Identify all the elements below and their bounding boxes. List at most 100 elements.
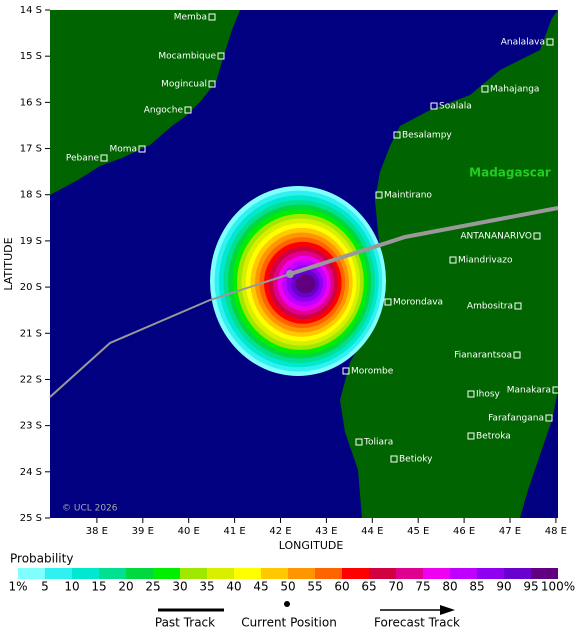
x-tick-label: 47 E bbox=[499, 526, 521, 537]
city-label: Morondava bbox=[393, 298, 443, 308]
current-position bbox=[286, 270, 294, 278]
x-tick-label: 38 E bbox=[86, 526, 108, 537]
x-tick-label: 42 E bbox=[269, 526, 291, 537]
scale-label: 20 bbox=[118, 580, 133, 594]
city-label: Mahajanga bbox=[490, 85, 539, 95]
city-marker bbox=[100, 154, 108, 162]
scale-swatch bbox=[342, 568, 369, 579]
probability-contour bbox=[295, 274, 316, 294]
city-marker bbox=[552, 386, 560, 394]
city-marker bbox=[546, 38, 554, 46]
y-tick-label: 24 S bbox=[20, 467, 42, 478]
city-label: Analalava bbox=[501, 38, 545, 48]
scale-label: 35 bbox=[199, 580, 214, 594]
scale-swatch bbox=[99, 568, 126, 579]
city-marker bbox=[342, 367, 350, 375]
city-marker bbox=[384, 298, 392, 306]
africa-land bbox=[50, 10, 240, 195]
y-tick-label: 14 S bbox=[20, 5, 42, 16]
scale-label: 40 bbox=[226, 580, 241, 594]
city-marker bbox=[513, 351, 521, 359]
x-tick-label: 43 E bbox=[315, 526, 337, 537]
city-label: Miandrivazo bbox=[458, 256, 513, 266]
city-label: Manakara bbox=[507, 386, 551, 396]
scale-label: 75 bbox=[415, 580, 430, 594]
forecast-arrow bbox=[440, 605, 455, 615]
city-marker bbox=[430, 102, 438, 110]
scale-label: 85 bbox=[469, 580, 484, 594]
scale-label: 45 bbox=[253, 580, 268, 594]
x-tick-label: 39 E bbox=[132, 526, 154, 537]
city-marker bbox=[533, 232, 541, 240]
city-marker bbox=[184, 106, 192, 114]
city-label: Mogincual bbox=[161, 80, 207, 90]
city-marker bbox=[355, 438, 363, 446]
city-label: Morombe bbox=[351, 367, 394, 377]
city-label: Ihosy bbox=[476, 390, 501, 400]
scale-label: 25 bbox=[145, 580, 160, 594]
city-label: Maintirano bbox=[384, 191, 432, 201]
city-marker bbox=[390, 455, 398, 463]
scale-label: 55 bbox=[307, 580, 322, 594]
scale-swatch bbox=[18, 568, 45, 579]
scale-swatch bbox=[72, 568, 99, 579]
city-marker bbox=[393, 131, 401, 139]
city-label: Soalala bbox=[439, 102, 472, 112]
scale-label: 10 bbox=[64, 580, 79, 594]
y-tick-label: 22 S bbox=[20, 374, 42, 385]
y-tick-label: 15 S bbox=[20, 51, 42, 62]
city-label: Farafangana bbox=[488, 414, 544, 424]
y-tick-label: 17 S bbox=[20, 144, 42, 155]
scale-swatch bbox=[315, 568, 342, 579]
city-marker bbox=[138, 145, 146, 153]
legend-item: Forecast Track bbox=[374, 616, 460, 630]
city-marker bbox=[375, 191, 383, 199]
current-position-sample bbox=[284, 601, 290, 607]
scale-swatch bbox=[234, 568, 261, 579]
y-tick-label: 20 S bbox=[20, 282, 42, 293]
scale-label: 100% bbox=[541, 580, 575, 594]
city-marker bbox=[467, 390, 475, 398]
city-marker bbox=[217, 52, 225, 60]
scale-swatch bbox=[531, 568, 558, 579]
scale-swatch bbox=[396, 568, 423, 579]
x-tick-label: 45 E bbox=[407, 526, 429, 537]
city-marker bbox=[467, 432, 475, 440]
scale-label: 65 bbox=[361, 580, 376, 594]
city-marker bbox=[208, 13, 216, 21]
y-tick-label: 18 S bbox=[20, 190, 42, 201]
legend-item: Current Position bbox=[241, 616, 337, 630]
city-marker bbox=[514, 302, 522, 310]
city-marker bbox=[545, 414, 553, 422]
x-tick-label: 48 E bbox=[545, 526, 567, 537]
scale-swatch bbox=[180, 568, 207, 579]
scale-label: 5 bbox=[41, 580, 49, 594]
scale-label: 1% bbox=[8, 580, 27, 594]
scale-label: 90 bbox=[496, 580, 511, 594]
scale-swatch bbox=[126, 568, 153, 579]
scale-swatch bbox=[288, 568, 315, 579]
city-marker bbox=[449, 256, 457, 264]
scale-swatch bbox=[153, 568, 180, 579]
y-tick-label: 19 S bbox=[20, 236, 42, 247]
y-tick-label: 23 S bbox=[20, 421, 42, 432]
scale-swatch bbox=[450, 568, 477, 579]
scale-swatch bbox=[504, 568, 531, 579]
city-label: Mocambique bbox=[158, 52, 216, 62]
city-label: Besalampy bbox=[402, 131, 452, 141]
past-track bbox=[49, 273, 291, 398]
y-tick-label: 21 S bbox=[20, 328, 42, 339]
probability-field bbox=[210, 186, 386, 376]
city-label: Angoche bbox=[144, 106, 184, 116]
city-label: ANTANANARIVO bbox=[460, 232, 532, 242]
scale-label: 60 bbox=[334, 580, 349, 594]
city-label: Moma bbox=[109, 145, 137, 155]
city-label: Pebane bbox=[66, 154, 100, 164]
x-axis-label: LONGITUDE bbox=[279, 539, 344, 552]
scale-label: 15 bbox=[91, 580, 106, 594]
x-tick-label: 44 E bbox=[361, 526, 383, 537]
scale-swatch bbox=[261, 568, 288, 579]
scale-label: 50 bbox=[280, 580, 295, 594]
city-marker bbox=[208, 80, 216, 88]
